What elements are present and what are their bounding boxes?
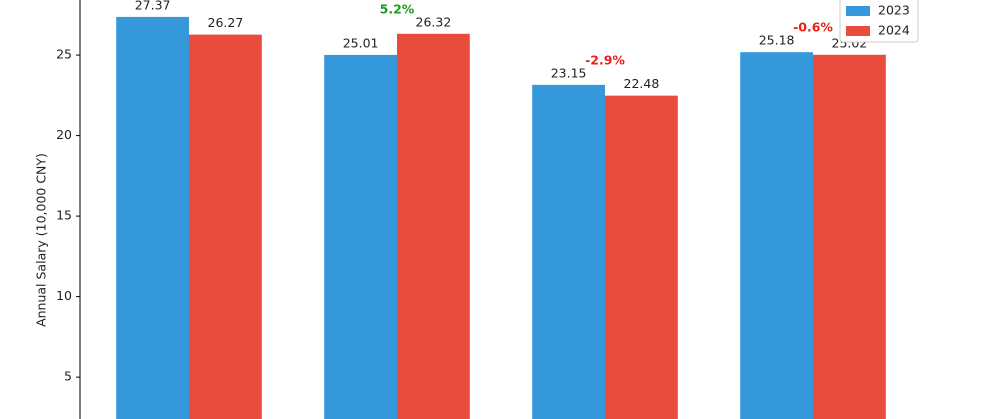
bar — [324, 54, 397, 419]
y-tick-label: 10 — [56, 288, 72, 303]
bar — [605, 95, 678, 419]
value-label: 23.15 — [551, 65, 587, 80]
legend-swatch — [846, 6, 870, 16]
y-tick-label: 25 — [56, 47, 72, 62]
legend-label: 2023 — [878, 3, 910, 18]
change-label: -0.6% — [793, 20, 833, 35]
legend-label: 2024 — [878, 23, 910, 38]
value-label: 26.27 — [208, 15, 244, 30]
value-label: 26.32 — [416, 14, 452, 29]
y-tick-label: 5 — [64, 369, 72, 384]
bar — [189, 34, 262, 419]
y-axis-label: Annual Salary (10,000 CNY) — [34, 153, 49, 327]
value-label: 25.01 — [343, 35, 379, 50]
bar — [532, 84, 605, 419]
legend-swatch — [846, 26, 870, 36]
y-tick-label: 20 — [56, 127, 72, 142]
value-label: 25.18 — [759, 33, 795, 48]
bar — [116, 16, 189, 419]
bar — [397, 33, 470, 419]
change-label: -2.9% — [585, 52, 625, 67]
bar — [813, 54, 886, 419]
value-label: 22.48 — [624, 76, 660, 91]
y-tick-label: 15 — [56, 208, 72, 223]
value-label: 27.37 — [135, 0, 171, 12]
change-label: 5.2% — [380, 1, 415, 16]
bar — [740, 52, 813, 419]
